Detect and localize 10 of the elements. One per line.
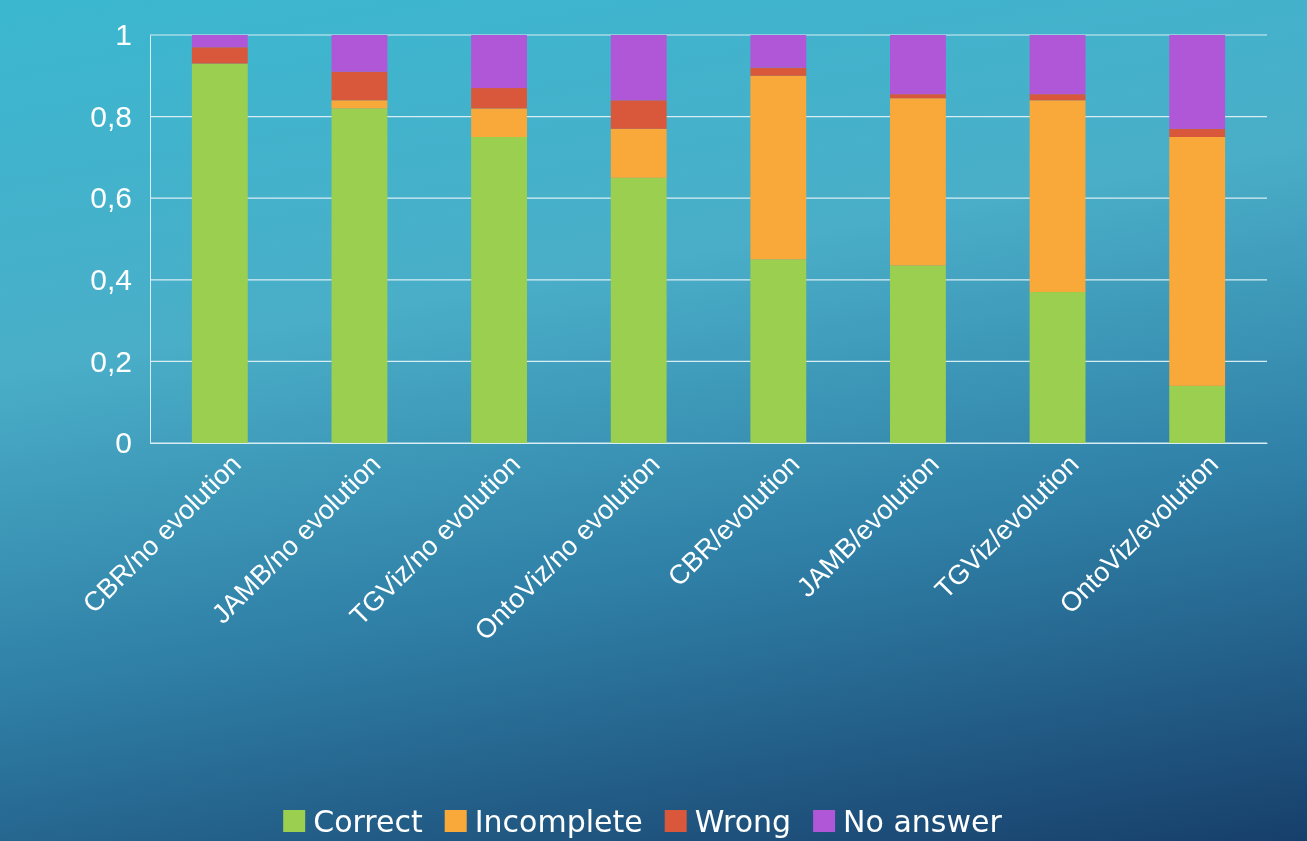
y-tick-label: 0,2 <box>90 344 132 378</box>
legend-label: Wrong <box>694 803 792 839</box>
y-tick-label: 1 <box>115 18 132 52</box>
y-tick-label: 0 <box>115 426 132 460</box>
y-tick-label: 0,8 <box>90 99 132 133</box>
legend-label: Incomplete <box>474 803 643 839</box>
y-tick-label: 0,6 <box>90 181 132 215</box>
y-tick-label: 0,4 <box>90 262 132 296</box>
legend-label: Correct <box>313 803 423 839</box>
legend-label: No answer <box>843 803 1003 839</box>
